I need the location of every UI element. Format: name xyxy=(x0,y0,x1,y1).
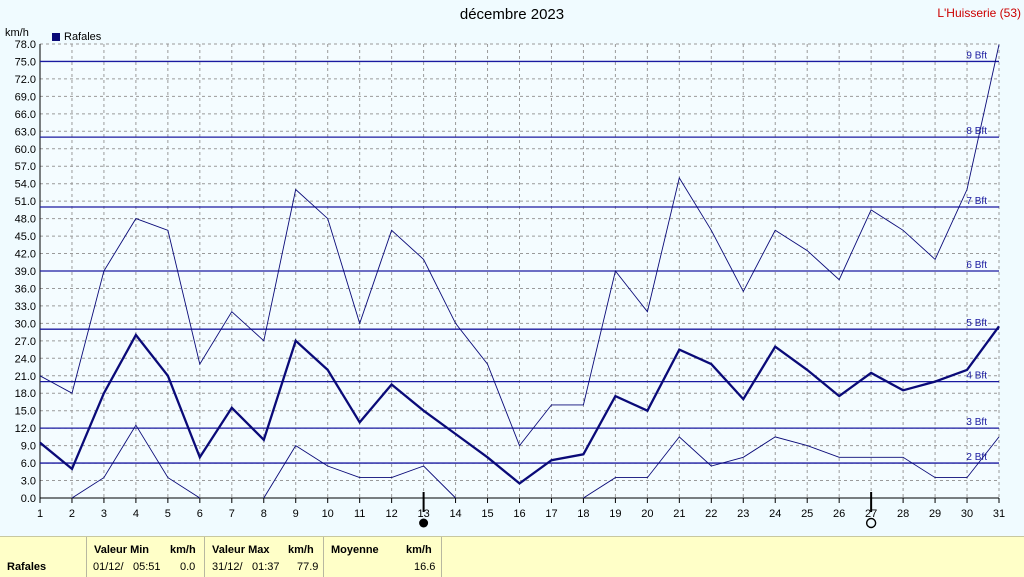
full-moon-icon xyxy=(865,517,877,529)
footer-divider xyxy=(441,537,442,577)
x-tick-label: 20 xyxy=(641,508,653,520)
footer-divider xyxy=(86,537,87,577)
chart-title: décembre 2023 xyxy=(459,6,565,23)
y-tick-label: 63.0 xyxy=(15,126,36,138)
beaufort-label: 3 Bft xyxy=(966,417,987,428)
y-tick-label: 24.0 xyxy=(15,353,36,365)
y-tick-label: 0.0 xyxy=(21,493,36,505)
series-line-thin-lower xyxy=(71,424,201,499)
x-tick-label: 7 xyxy=(229,508,235,520)
y-tick-label: 15.0 xyxy=(15,406,36,418)
y-tick-label: 18.0 xyxy=(15,388,36,400)
y-tick-label: 33.0 xyxy=(15,301,36,313)
x-tick-label: 18 xyxy=(577,508,589,520)
y-tick-label: 12.0 xyxy=(15,423,36,435)
x-tick-label: 24 xyxy=(769,508,781,520)
series-line-thin-upper xyxy=(39,44,1000,447)
beaufort-label: 6 Bft xyxy=(966,260,987,271)
stats-footer: Rafales Valeur Min km/h 01/12/ 05:51 0.0… xyxy=(0,536,1024,577)
x-tick-label: 13 xyxy=(417,508,429,520)
max-header: Valeur Max xyxy=(212,544,270,556)
beaufort-label: 5 Bft xyxy=(966,318,987,329)
series-line-thin-lower xyxy=(583,436,1000,499)
beaufort-label: 2 Bft xyxy=(966,452,987,463)
y-tick-label: 9.0 xyxy=(21,441,36,453)
y-axis-unit: km/h xyxy=(5,27,29,39)
x-tick-label: 30 xyxy=(961,508,973,520)
max-time: 01:37 xyxy=(252,561,280,573)
avg-header: Moyenne xyxy=(331,544,379,556)
y-tick-label: 69.0 xyxy=(15,91,36,103)
beaufort-label: 7 Bft xyxy=(966,196,987,207)
legend-label: Rafales xyxy=(64,31,102,43)
gust-chart: 0.0 3.0 6.0 9.0 12.0 15.0 18.0 21.0 24.0 27.0 30.0… xyxy=(15,39,1005,529)
x-tick-label: 9 xyxy=(293,508,299,520)
x-tick-label: 19 xyxy=(609,508,621,520)
y-tick-label: 60.0 xyxy=(15,144,36,156)
beaufort-label: 4 Bft xyxy=(966,371,987,382)
beaufort-label: 8 Bft xyxy=(966,126,987,137)
y-tick-label: 66.0 xyxy=(15,109,36,121)
min-date: 01/12/ xyxy=(93,561,124,573)
x-tick-label: 5 xyxy=(165,508,171,520)
x-tick-label: 26 xyxy=(833,508,845,520)
x-tick-label: 28 xyxy=(897,508,909,520)
min-unit: km/h xyxy=(170,544,196,556)
x-tick-label: 21 xyxy=(673,508,685,520)
x-tick-label: 10 xyxy=(322,508,334,520)
x-tick-label: 4 xyxy=(133,508,139,520)
y-tick-label: 78.0 xyxy=(15,39,36,51)
x-tick-label: 15 xyxy=(481,508,493,520)
y-tick-label: 51.0 xyxy=(15,196,36,208)
footer-divider xyxy=(204,537,205,577)
x-tick-label: 12 xyxy=(386,508,398,520)
max-value: 77.9 xyxy=(297,561,319,573)
x-tick-label: 11 xyxy=(354,508,365,520)
min-time: 05:51 xyxy=(133,561,161,573)
y-tick-label: 6.0 xyxy=(21,458,36,470)
x-tick-label: 17 xyxy=(545,508,557,520)
x-tick-label: 8 xyxy=(261,508,267,520)
x-tick-label: 22 xyxy=(705,508,717,520)
y-tick-label: 3.0 xyxy=(21,476,36,488)
y-tick-label: 75.0 xyxy=(15,56,36,68)
y-tick-label: 30.0 xyxy=(15,318,36,330)
x-tick-label: 6 xyxy=(197,508,203,520)
x-tick-label: 25 xyxy=(801,508,813,520)
beaufort-label: 9 Bft xyxy=(966,50,987,61)
x-tick-label: 14 xyxy=(449,508,461,520)
y-tick-label: 45.0 xyxy=(15,231,36,243)
x-tick-label: 3 xyxy=(101,508,107,520)
y-tick-label: 48.0 xyxy=(15,214,36,226)
x-tick-label: 2 xyxy=(69,508,75,520)
x-tick-label: 27 xyxy=(865,508,877,520)
x-tick-label: 29 xyxy=(929,508,941,520)
stats-row-label: Rafales xyxy=(7,561,47,573)
footer-divider xyxy=(323,537,324,577)
x-tick-label: 1 xyxy=(37,508,43,520)
series-line-thin-lower xyxy=(263,444,456,499)
max-unit: km/h xyxy=(288,544,314,556)
y-tick-label: 21.0 xyxy=(15,371,36,383)
x-tick-label: 23 xyxy=(737,508,749,520)
min-value: 0.0 xyxy=(180,561,196,573)
y-tick-label: 39.0 xyxy=(15,266,36,278)
y-tick-label: 36.0 xyxy=(15,283,36,295)
min-header: Valeur Min xyxy=(94,544,150,556)
max-date: 31/12/ xyxy=(212,561,243,573)
series-line-rafales xyxy=(39,325,1000,485)
y-tick-label: 27.0 xyxy=(15,336,36,348)
avg-value: 16.6 xyxy=(414,561,436,573)
y-tick-label: 72.0 xyxy=(15,74,36,86)
legend: Rafales xyxy=(52,31,101,43)
x-tick-label: 16 xyxy=(513,508,525,520)
x-tick-label: 31 xyxy=(993,508,1005,520)
y-tick-label: 54.0 xyxy=(15,179,36,191)
y-tick-label: 57.0 xyxy=(15,161,36,173)
legend-swatch xyxy=(52,33,60,41)
y-tick-label: 42.0 xyxy=(15,249,36,261)
station-location: L'Huisserie (53) xyxy=(937,6,1021,20)
new-moon-icon xyxy=(419,518,429,528)
avg-unit: km/h xyxy=(406,544,432,556)
